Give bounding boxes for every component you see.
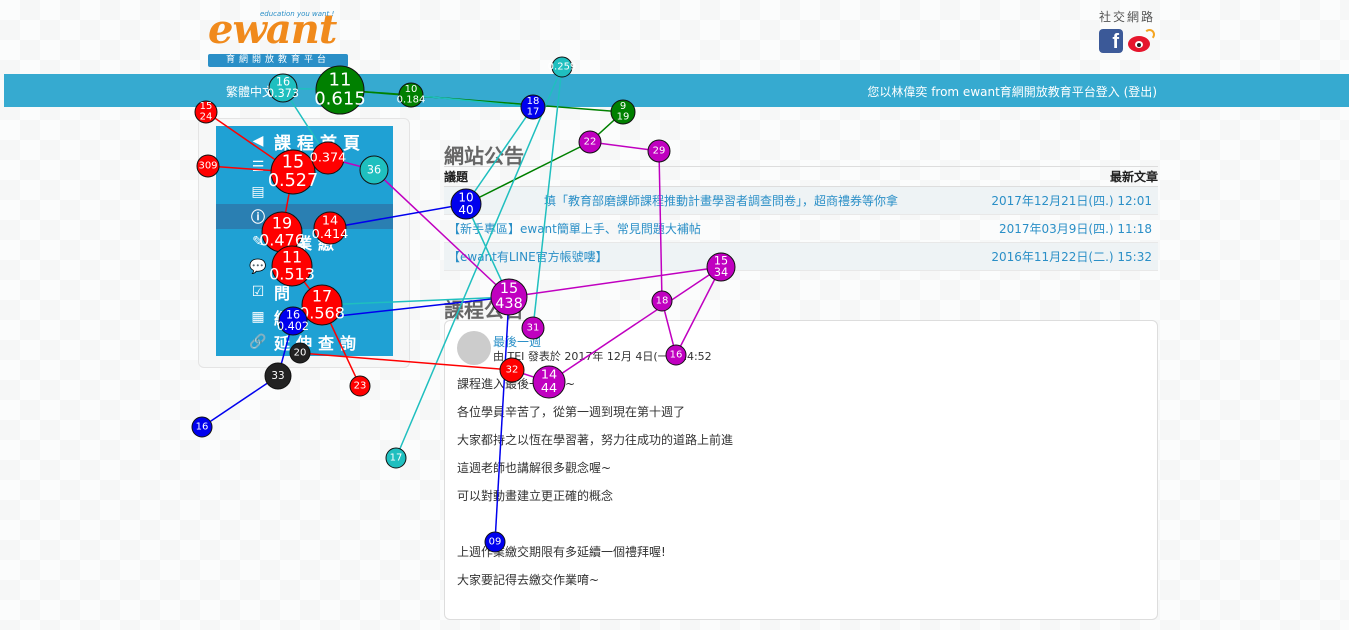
post-line: 大家都持之以恆在學習著，努力往成功的道路上前進 — [457, 433, 734, 447]
login-text: 您以林偉奕 from ewant育網開放教育平台登入 ( — [867, 85, 1129, 99]
logout-link[interactable]: 登出 — [1128, 85, 1153, 99]
info-icon: ⓘ — [251, 209, 265, 226]
weibo-icon[interactable] — [1127, 29, 1155, 53]
post-line: 課程進入最後一週了~ — [457, 377, 576, 391]
post-line: 可以對動畫建立更正確的概念 — [457, 489, 614, 503]
menu-item-2[interactable]: ☰ — [216, 154, 393, 179]
news-date: 2017年03月9日(四.) 11:18 — [998, 222, 1152, 236]
menu-item-3[interactable]: ▤ — [216, 179, 393, 204]
news-header-row: 議題 最新文章 — [444, 167, 1158, 187]
link-icon: 🔗 — [249, 333, 267, 350]
post-line: 上週作業繳交期限有多延續一個禮拜喔! — [457, 545, 666, 559]
news-date: 2016年11月22日(二.) 15:32 — [991, 250, 1152, 264]
news-date: 2017年12月21日(四.) 12:01 — [991, 194, 1152, 208]
post-line: 這週老師也講解很多觀念喔~ — [457, 461, 612, 475]
course-news-title: 課程公告 — [444, 298, 524, 322]
post-author: 由 TEI 發表於 2017年 12月 4日(一.) 14:52 — [493, 350, 712, 363]
menu-item-links[interactable]: 🔗 延伸查詢 — [216, 329, 393, 354]
comments-icon: 💬 — [249, 258, 267, 275]
news-link[interactable]: 填「教育部磨課師課程推動計畫學習者調查問卷」，超商禮券等你拿 — [544, 194, 899, 208]
menu-label: 區 — [274, 258, 297, 278]
edit-icon: ✎ — [252, 233, 264, 250]
news-link[interactable]: 【ewant有LINE官方帳號嘍】 — [448, 250, 608, 264]
table-icon: ▦ — [251, 308, 265, 325]
site-news-title: 網站公告 — [444, 144, 524, 168]
news-row: 填「教育部磨課師課程推動計畫學習者調查問卷」，超商禮券等你拿 2017年12月2… — [444, 187, 1158, 215]
menu-item-course-home[interactable]: ◀ 課程首頁 — [216, 128, 393, 154]
logo-subtitle: 育網開放教育平台 — [208, 54, 348, 67]
menu-item-forum[interactable]: 💬 區 — [216, 254, 393, 279]
col-subject: 議題 — [444, 170, 469, 184]
menu-label: 延伸查詢 — [274, 333, 363, 353]
ewant-logo[interactable]: ewant education you want ! 育網開放教育平台 — [208, 6, 350, 67]
top-navbar: 繁體中文 您以林偉奕 from ewant育網開放教育平台登入 (登出) — [4, 74, 1349, 107]
menu-label: 績 — [274, 308, 297, 328]
social-links: 社交網路 f — [1099, 8, 1159, 53]
login-close: ) — [1152, 85, 1157, 99]
logo-wordmark: ewant — [208, 6, 337, 53]
file-icon: ▤ — [251, 183, 265, 200]
course-nav-menu: ◀ 課程首頁 ☰ ▤ ⓘ ✎ 作業繳 💬 區 ☑ 問 ▦ 績 🔗 延伸查詢 — [216, 126, 393, 356]
login-info: 您以林偉奕 from ewant育網開放教育平台登入 (登出) — [867, 83, 1157, 100]
post-body: 課程進入最後一週了~ 各位學員辛苦了，從第一週到現在第十週了 大家都持之以恆在學… — [457, 375, 733, 599]
back-icon: ◀ — [252, 133, 264, 149]
menu-item-quiz[interactable]: ☑ 問 — [216, 279, 393, 304]
avatar — [457, 331, 491, 365]
list-icon: ☰ — [251, 158, 265, 175]
menu-label: 問 — [274, 283, 297, 303]
forum-post: 最後一週 由 TEI 發表於 2017年 12月 4日(一.) 14:52 課程… — [444, 320, 1158, 620]
post-line: 大家要記得去繳交作業唷~ — [457, 573, 600, 587]
menu-item-4[interactable]: ⓘ — [216, 204, 393, 229]
language-menu[interactable]: 繁體中文 — [226, 85, 275, 99]
facebook-icon[interactable]: f — [1099, 29, 1123, 53]
news-link[interactable]: 【新手專區】ewant簡單上手、常見問題大補帖 — [448, 222, 701, 236]
post-line: 各位學員辛苦了，從第一週到現在第十週了 — [457, 405, 686, 419]
menu-item-assignment[interactable]: ✎ 作業繳 — [216, 229, 393, 254]
menu-label: 課程首頁 — [274, 133, 366, 154]
menu-item-grades[interactable]: ▦ 績 — [216, 304, 393, 329]
logo-tagline: education you want ! — [260, 10, 335, 18]
site-news-table: 議題 最新文章 填「教育部磨課師課程推動計畫學習者調查問卷」，超商禮券等你拿 2… — [444, 166, 1158, 271]
menu-label: 作業繳 — [274, 233, 341, 253]
social-title: 社交網路 — [1099, 10, 1156, 24]
col-latest: 最新文章 — [1109, 170, 1158, 184]
check-icon: ☑ — [251, 283, 265, 300]
post-line — [457, 515, 733, 543]
news-row: 【ewant有LINE官方帳號嘍】 2016年11月22日(二.) 15:32 — [444, 243, 1158, 271]
news-row: 【新手專區】ewant簡單上手、常見問題大補帖 2017年03月9日(四.) 1… — [444, 215, 1158, 243]
